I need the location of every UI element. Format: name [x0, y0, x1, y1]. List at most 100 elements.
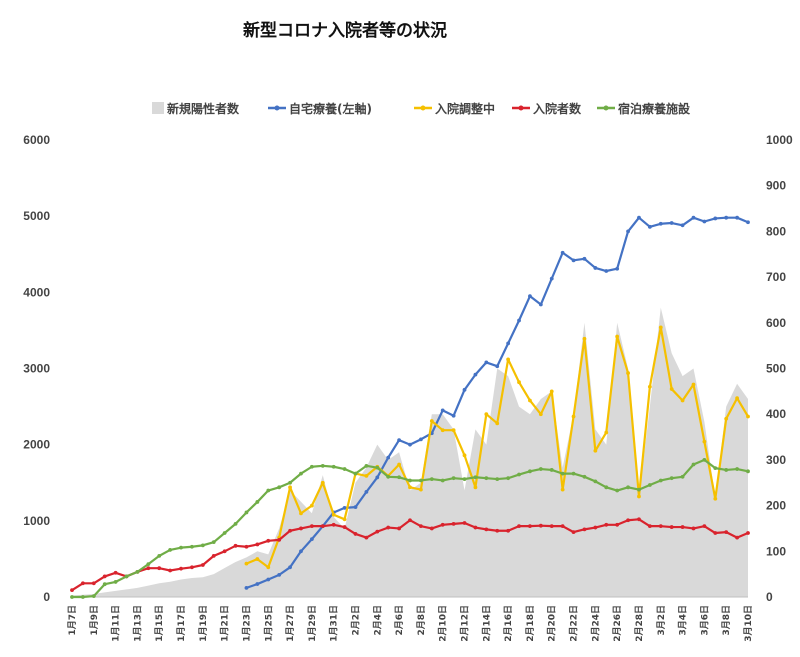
point-hospitalized [200, 563, 205, 567]
point-home-care [342, 505, 347, 510]
point-hospitalized [179, 566, 183, 571]
point-home-care [277, 573, 282, 577]
point-hospitalized [658, 524, 663, 529]
x-tick-label: 1月27日 [285, 605, 296, 642]
legend-label: 自宅療養(左軸) [289, 101, 372, 116]
point-hospitalized [746, 531, 750, 535]
point-hotel-care [211, 540, 216, 545]
point-pending-admission [331, 512, 336, 517]
point-hospitalized [680, 525, 685, 529]
point-hotel-care [386, 474, 391, 479]
point-hospitalized [495, 528, 500, 533]
point-hotel-care [277, 485, 282, 490]
point-home-care [266, 577, 271, 582]
x-tick-label: 3月2日 [656, 605, 667, 636]
point-pending-admission [419, 487, 423, 492]
point-home-care [506, 341, 511, 346]
point-hotel-care [549, 468, 554, 472]
x-axis: 1月7日 1月9日 1月11日 1月13日 1月15日 1月17日 1月19日 1月21日 1月… [67, 605, 754, 642]
point-hotel-care [320, 463, 325, 468]
point-pending-admission [244, 561, 249, 566]
point-home-care [528, 294, 532, 299]
point-home-care [713, 216, 718, 221]
point-pending-admission [571, 414, 576, 419]
point-home-care [593, 266, 598, 270]
point-hotel-care [495, 477, 500, 481]
point-hotel-care [364, 463, 369, 468]
series-area-new-positive [72, 307, 748, 597]
x-tick-label: 3月4日 [678, 605, 689, 636]
point-hospitalized [419, 524, 423, 529]
point-hospitalized [309, 524, 314, 529]
legend-label: 入院調整中 [435, 101, 495, 116]
point-pending-admission [528, 398, 532, 403]
point-hospitalized [331, 522, 336, 527]
y-left-tick-label: 3000 [23, 362, 50, 376]
point-hospitalized [190, 565, 194, 570]
point-home-care [309, 537, 314, 542]
point-hotel-care [538, 467, 543, 471]
point-home-care [419, 437, 423, 442]
point-home-care [735, 215, 739, 220]
point-pending-admission [473, 485, 478, 490]
point-hotel-care [81, 595, 85, 599]
x-tick-label: 1月29日 [307, 605, 318, 642]
point-hotel-care [713, 466, 718, 471]
point-hospitalized [277, 537, 282, 542]
point-hotel-care [582, 474, 587, 479]
point-hospitalized [211, 553, 216, 558]
point-home-care [353, 505, 358, 510]
point-hotel-care [266, 488, 271, 493]
point-hotel-care [735, 467, 739, 471]
y-right-axis: 0 100 200 300 400 500 600 700 800 900 1000 [766, 133, 793, 604]
x-tick-label: 2月22日 [569, 605, 580, 642]
point-hospitalized [549, 524, 554, 529]
point-hotel-care [451, 476, 456, 481]
x-tick-label: 1月9日 [89, 605, 100, 636]
point-hospitalized [669, 525, 674, 529]
y-right-tick-label: 200 [766, 499, 786, 513]
point-pending-admission [615, 334, 620, 339]
legend-marker [518, 105, 524, 111]
point-hotel-care [157, 553, 162, 558]
x-tick-label: 2月8日 [416, 605, 427, 636]
legend-marker [603, 105, 609, 111]
legend-swatch [152, 102, 164, 114]
point-pending-admission [735, 396, 739, 401]
x-tick-label: 3月8日 [721, 605, 732, 636]
point-home-care [397, 438, 401, 442]
point-home-care [604, 269, 609, 273]
point-home-care [582, 256, 587, 261]
point-home-care [560, 250, 565, 255]
point-hospitalized [91, 581, 96, 586]
point-hotel-care [200, 543, 205, 548]
point-hotel-care [168, 548, 173, 552]
point-hospitalized [724, 530, 729, 535]
point-hospitalized [397, 526, 401, 531]
point-pending-admission [506, 357, 511, 362]
point-pending-admission [484, 412, 489, 417]
point-pending-admission [364, 473, 369, 478]
point-home-care [658, 221, 663, 226]
point-hotel-care [342, 467, 347, 471]
point-pending-admission [495, 421, 500, 426]
point-hotel-care [746, 469, 750, 474]
point-hospitalized [615, 522, 620, 527]
point-hospitalized [168, 568, 173, 573]
point-hospitalized [429, 526, 434, 531]
point-hospitalized [288, 528, 292, 533]
point-home-care [473, 372, 478, 377]
y-right-tick-label: 800 [766, 224, 786, 238]
point-hospitalized [342, 525, 347, 529]
y-left-tick-label: 4000 [23, 285, 50, 299]
point-home-care [364, 489, 369, 494]
point-hospitalized [233, 543, 238, 548]
x-tick-label: 2月16日 [503, 605, 514, 642]
point-hotel-care [113, 580, 118, 584]
point-hospitalized [353, 532, 358, 536]
y-right-tick-label: 400 [766, 407, 786, 421]
point-home-care [255, 582, 260, 586]
point-home-care [680, 223, 685, 228]
point-home-care [615, 266, 620, 271]
legend-marker [274, 105, 280, 111]
